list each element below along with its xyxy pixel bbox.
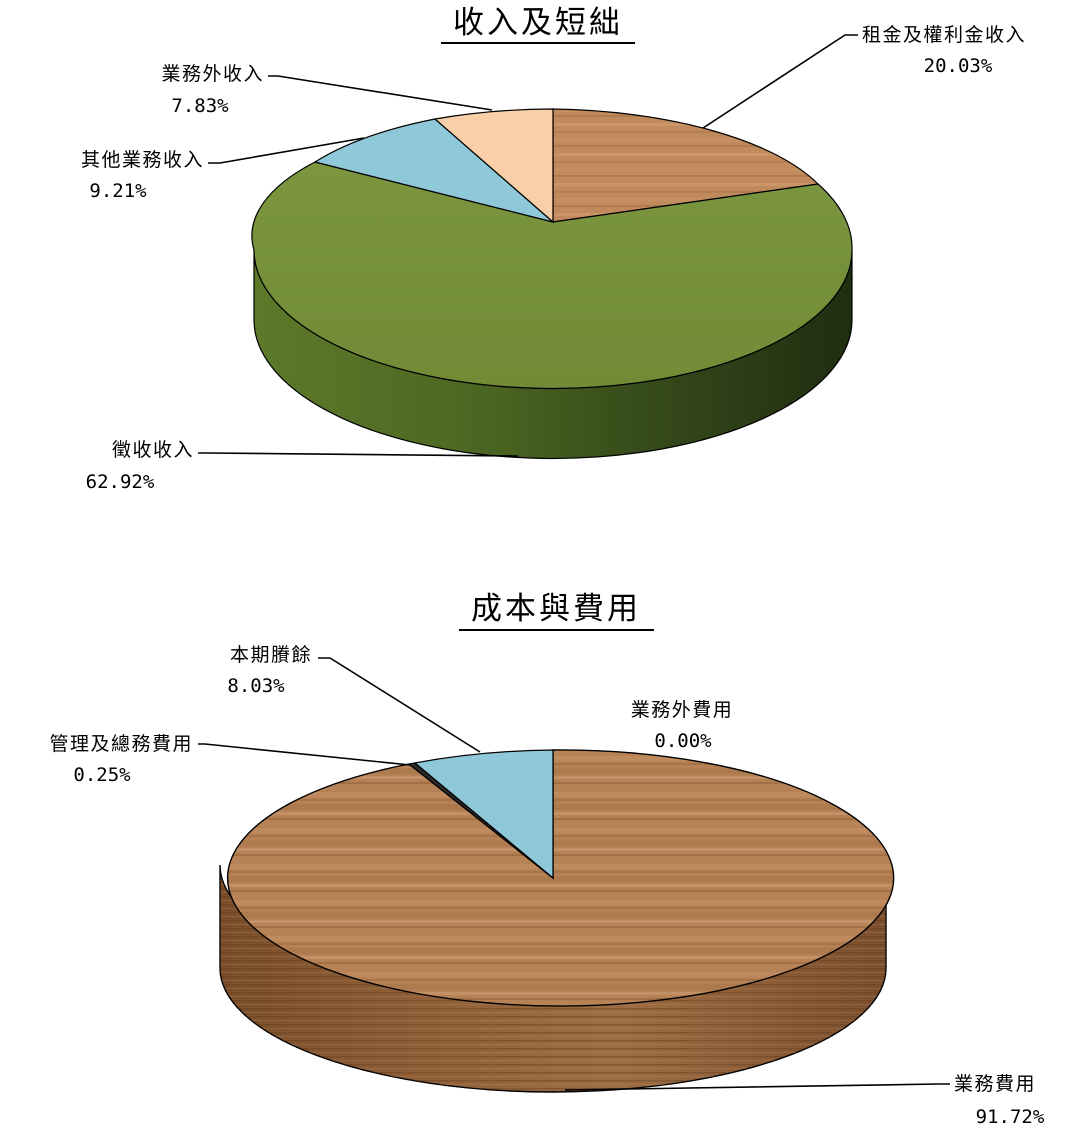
leader-line-徵收收入 <box>198 452 519 457</box>
slice-percent-徵收收入: 62.92% <box>86 471 155 493</box>
leader-line-本期賸餘 <box>318 657 481 753</box>
leader-line-租金及權利金收入 <box>702 34 858 129</box>
pie-side-grain <box>220 865 886 1092</box>
slice-label-本期賸餘: 本期賸餘 <box>230 644 312 666</box>
slice-percent-其他業務收入: 9.21% <box>89 180 147 202</box>
chart-title: 收入及短絀 <box>453 5 623 41</box>
slice-percent-管理及總務費用: 0.25% <box>73 764 131 786</box>
slice-label-業務外收入: 業務外收入 <box>161 63 264 85</box>
pie-slice-業務費用 <box>226 749 895 1007</box>
pie-slice-本期賸餘 <box>413 749 554 880</box>
leader-line-業務外收入 <box>268 75 493 111</box>
slice-label-業務費用: 業務費用 <box>954 1073 1036 1095</box>
pie-slice-租金及權利金收入 <box>552 108 820 223</box>
chart-title: 成本與費用 <box>471 591 641 627</box>
slice-label-徵收收入: 徵收收入 <box>112 439 194 461</box>
slice-label-管理及總務費用: 管理及總務費用 <box>49 733 193 755</box>
slice-percent-業務外費用: 0.00% <box>654 730 712 752</box>
leader-line-管理及總務費用 <box>198 743 411 766</box>
slice-percent-業務外收入: 7.83% <box>171 95 229 117</box>
slice-label-業務外費用: 業務外費用 <box>631 699 734 721</box>
slice-label-租金及權利金收入: 租金及權利金收入 <box>862 24 1026 46</box>
slice-label-其他業務收入: 其他業務收入 <box>81 149 204 171</box>
slice-percent-租金及權利金收入: 20.03% <box>924 55 993 77</box>
slice-percent-本期賸餘: 8.03% <box>227 675 285 697</box>
pie-slice-徵收收入 <box>251 161 853 390</box>
chart-income: 收入及短絀 租金及權利金收入 20.03% 業務外收入 7.83% 其他業務收入… <box>81 5 1026 493</box>
leader-line-其他業務收入 <box>208 137 365 164</box>
leader-line-業務費用 <box>564 1083 950 1091</box>
chart-cost: 成本與費用 本期賸餘 8.03% 業務外費用 0.00% 管理及總務費用 0.2… <box>49 591 1044 1128</box>
slice-percent-業務費用: 91.72% <box>976 1106 1045 1128</box>
pie-slice-業務外收入 <box>433 108 554 224</box>
pie-slice-其他業務收入 <box>313 118 554 223</box>
